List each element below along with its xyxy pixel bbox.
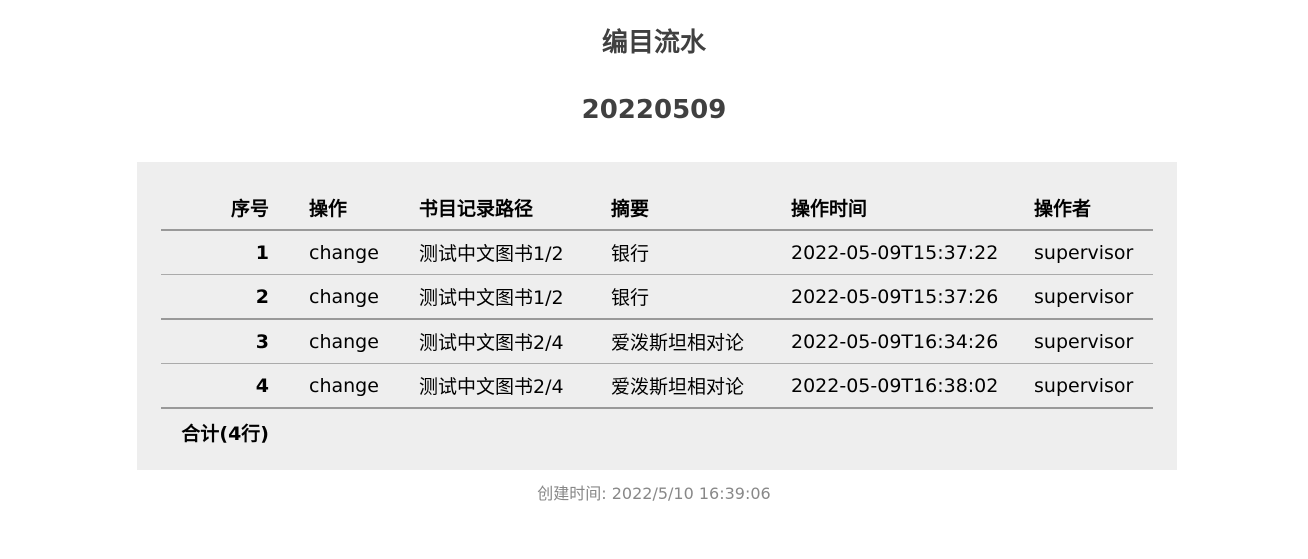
row-no: 1 <box>255 241 269 264</box>
row-operation: change <box>309 374 379 397</box>
header-no: 序号 <box>230 198 269 220</box>
row-summary: 爱泼斯坦相对论 <box>611 332 745 354</box>
row-operator: supervisor <box>1034 241 1134 264</box>
header-operator: 操作者 <box>1034 198 1092 220</box>
row-record-path: 测试中文图书1/2 <box>419 243 564 265</box>
row-time: 2022-05-09T15:37:22 <box>791 241 999 264</box>
row-record-path: 测试中文图书1/2 <box>419 287 564 309</box>
header-operation: 操作 <box>309 198 348 220</box>
row-time: 2022-05-09T15:37:26 <box>791 285 999 308</box>
report-title: 编目流水 <box>601 28 706 58</box>
header-time: 操作时间 <box>791 198 868 220</box>
row-no: 3 <box>255 330 269 353</box>
row-summary: 爱泼斯坦相对论 <box>611 376 745 398</box>
total-label: 合计(4行) <box>181 422 269 445</box>
table-header-row: 序号 操作 书目记录路径 摘要 操作时间 操作者 <box>161 186 1153 230</box>
row-operator: supervisor <box>1034 330 1134 353</box>
row-operation: change <box>309 241 379 264</box>
total-row: 合计(4行) <box>161 408 1153 455</box>
row-no: 2 <box>255 285 269 308</box>
report-date: 20220509 <box>581 95 727 125</box>
row-record-path: 测试中文图书2/4 <box>419 332 564 354</box>
table-row: 2 change 测试中文图书1/2 银行 2022-05-09T15:37:2… <box>161 275 1153 319</box>
header-record-path: 书目记录路径 <box>419 198 534 220</box>
catalog-log-table: 序号 操作 书目记录路径 摘要 操作时间 操作者 1 change 测试中文图书… <box>161 186 1153 455</box>
row-summary: 银行 <box>611 243 650 265</box>
row-no: 4 <box>255 374 269 397</box>
row-time: 2022-05-09T16:38:02 <box>791 374 999 397</box>
table-row: 4 change 测试中文图书2/4 爱泼斯坦相对论 2022-05-09T16… <box>161 364 1153 408</box>
row-operation: change <box>309 285 379 308</box>
row-record-path: 测试中文图书2/4 <box>419 376 564 398</box>
row-operator: supervisor <box>1034 374 1134 397</box>
report-panel: 序号 操作 书目记录路径 摘要 操作时间 操作者 1 change 测试中文图书… <box>137 162 1177 470</box>
row-summary: 银行 <box>611 287 650 309</box>
row-operation: change <box>309 330 379 353</box>
table-row: 3 change 测试中文图书2/4 爱泼斯坦相对论 2022-05-09T16… <box>161 319 1153 364</box>
table-row: 1 change 测试中文图书1/2 银行 2022-05-09T15:37:2… <box>161 230 1153 275</box>
row-operator: supervisor <box>1034 285 1134 308</box>
created-time: 创建时间: 2022/5/10 16:39:06 <box>537 484 771 503</box>
row-time: 2022-05-09T16:34:26 <box>791 330 999 353</box>
header-summary: 摘要 <box>611 198 650 220</box>
